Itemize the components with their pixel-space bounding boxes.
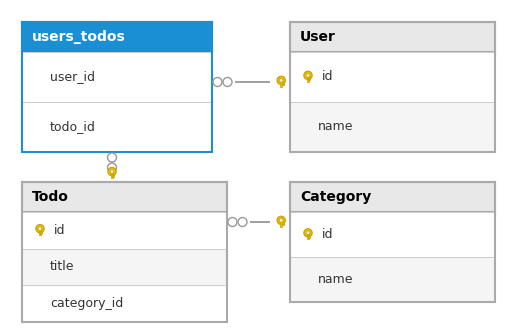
Bar — [22, 285, 227, 322]
Circle shape — [306, 231, 310, 235]
Text: id: id — [322, 228, 333, 241]
Bar — [22, 52, 212, 102]
Bar — [308, 235, 310, 236]
Text: id: id — [54, 224, 66, 237]
Bar — [112, 174, 114, 175]
Bar — [308, 236, 310, 238]
Circle shape — [108, 153, 116, 162]
Text: Category: Category — [300, 190, 371, 204]
Circle shape — [304, 71, 312, 79]
Bar — [290, 52, 495, 102]
Circle shape — [277, 216, 285, 224]
Bar — [39, 229, 41, 235]
Bar — [290, 257, 495, 302]
Circle shape — [108, 163, 116, 172]
Circle shape — [223, 77, 232, 87]
Circle shape — [213, 77, 222, 87]
Bar — [22, 22, 212, 152]
Circle shape — [279, 78, 283, 82]
Bar — [41, 232, 43, 234]
Circle shape — [279, 218, 283, 222]
Circle shape — [228, 217, 237, 226]
Bar — [282, 222, 284, 224]
Bar — [282, 84, 284, 85]
Text: id: id — [322, 70, 333, 84]
Bar — [22, 182, 227, 212]
Bar — [22, 102, 212, 152]
Bar — [290, 22, 495, 152]
Bar — [22, 212, 227, 249]
Bar — [290, 182, 495, 302]
Circle shape — [277, 76, 285, 85]
Bar — [22, 285, 227, 322]
Bar — [22, 249, 227, 285]
Text: category_id: category_id — [50, 297, 123, 310]
Text: title: title — [50, 261, 74, 274]
Bar — [308, 79, 310, 80]
Text: name: name — [318, 121, 353, 134]
Circle shape — [304, 229, 312, 237]
Bar — [111, 172, 113, 178]
Bar — [112, 175, 114, 176]
Bar — [280, 80, 282, 87]
Text: name: name — [318, 273, 353, 286]
Bar — [22, 182, 227, 322]
Bar — [290, 102, 495, 152]
Text: todo_id: todo_id — [50, 121, 96, 134]
Bar — [290, 182, 495, 212]
Bar — [290, 52, 495, 102]
Text: users_todos: users_todos — [32, 30, 126, 44]
Text: user_id: user_id — [50, 70, 95, 84]
Text: User: User — [300, 30, 336, 44]
Bar — [22, 212, 227, 249]
Bar — [22, 249, 227, 285]
Bar — [280, 220, 282, 227]
Bar — [290, 212, 495, 257]
Bar — [308, 77, 310, 78]
Bar — [282, 224, 284, 225]
Circle shape — [108, 167, 116, 176]
Bar — [290, 212, 495, 257]
Circle shape — [306, 73, 310, 77]
Bar — [22, 52, 212, 102]
Bar — [290, 22, 495, 52]
Bar — [22, 102, 212, 152]
Circle shape — [110, 170, 114, 173]
Text: Todo: Todo — [32, 190, 69, 204]
Bar — [41, 231, 43, 232]
Circle shape — [238, 217, 247, 226]
Bar — [22, 22, 212, 52]
Bar — [307, 75, 309, 81]
Bar — [290, 257, 495, 302]
Circle shape — [38, 227, 42, 230]
Bar — [282, 82, 284, 84]
Circle shape — [36, 224, 44, 233]
Bar — [307, 233, 309, 239]
Bar — [290, 102, 495, 152]
